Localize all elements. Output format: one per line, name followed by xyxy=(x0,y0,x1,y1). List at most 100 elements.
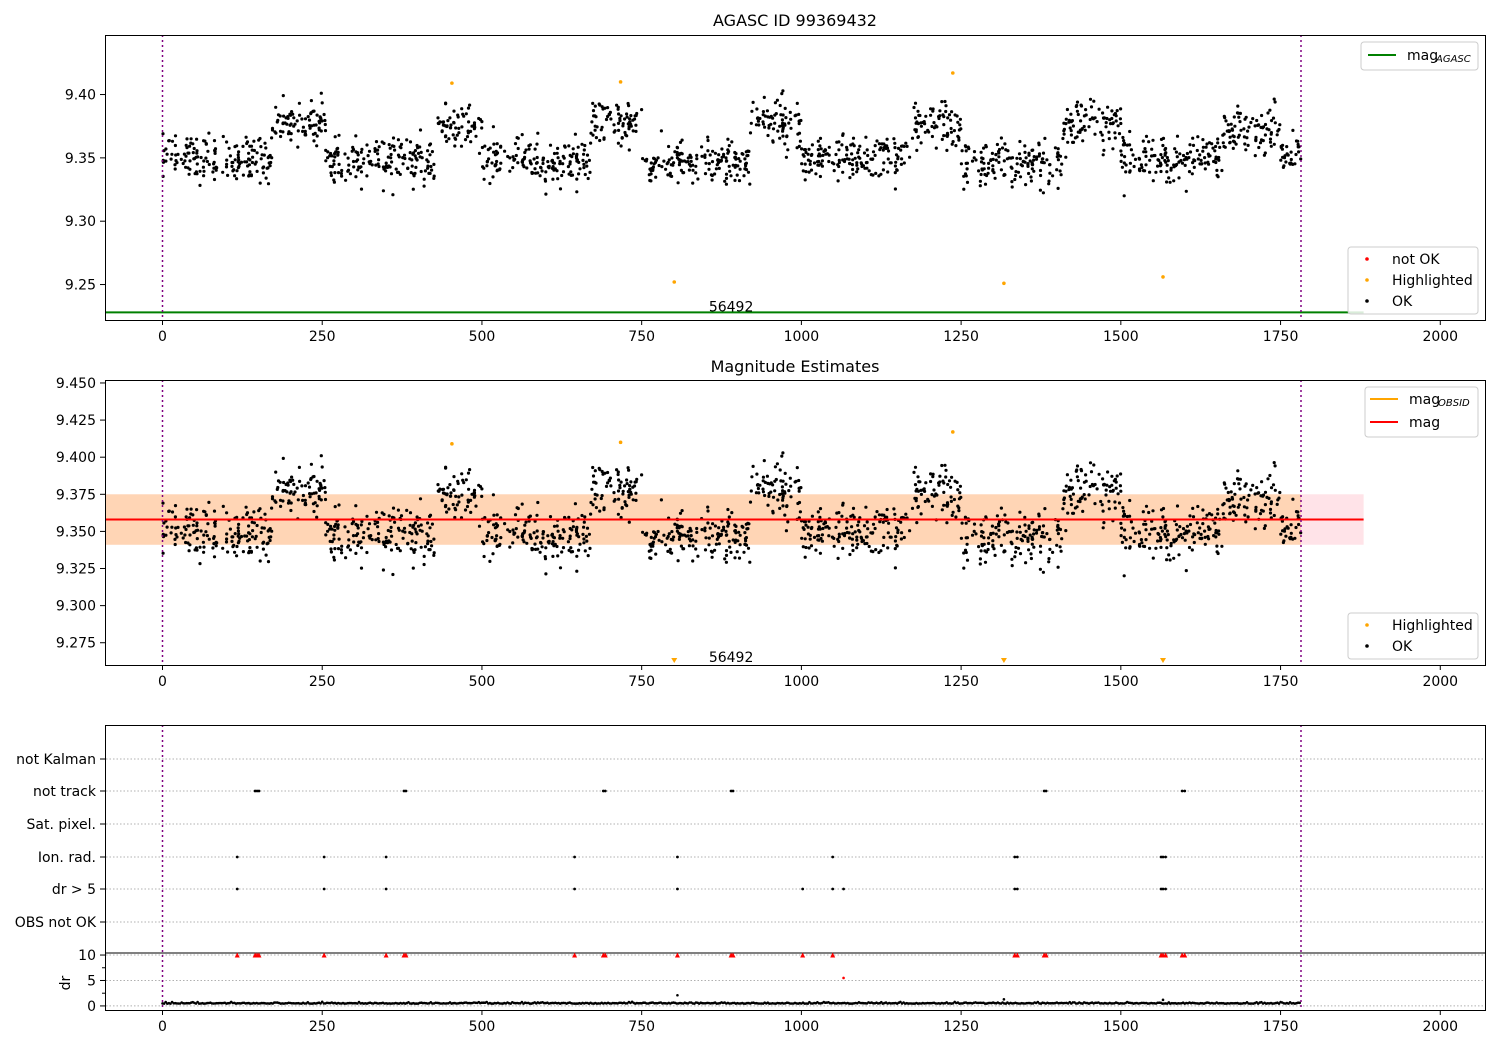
ok-point xyxy=(991,544,995,549)
ok-point xyxy=(965,558,970,562)
ok-point xyxy=(169,157,173,161)
ok-point xyxy=(546,160,550,164)
ok-point xyxy=(746,521,750,526)
ok-point xyxy=(902,535,906,540)
ok-point xyxy=(1124,163,1128,167)
ok-point xyxy=(1253,492,1257,496)
ok-point xyxy=(332,558,336,562)
ok-point xyxy=(426,149,430,153)
ok-point xyxy=(877,174,881,178)
ok-point xyxy=(751,100,755,104)
ok-point xyxy=(236,160,240,164)
ok-point xyxy=(482,554,486,559)
ok-point xyxy=(469,510,473,514)
ok-point xyxy=(778,124,782,128)
ok-point xyxy=(320,465,324,469)
ok-point xyxy=(520,502,524,506)
ok-point xyxy=(290,475,294,479)
ok-point xyxy=(818,174,823,179)
ok-point xyxy=(376,162,380,166)
ok-point xyxy=(511,541,515,545)
ok-point xyxy=(575,525,579,530)
ok-point xyxy=(1018,139,1022,144)
ok-point xyxy=(436,116,440,120)
x-tick-label: 2000 xyxy=(1422,329,1458,345)
ok-point xyxy=(1141,510,1145,514)
ok-point xyxy=(956,134,960,138)
ok-point xyxy=(1002,533,1006,537)
ok-point xyxy=(1203,529,1207,533)
ok-point xyxy=(1228,512,1232,516)
ok-point xyxy=(1108,122,1113,126)
panel1-frame xyxy=(105,35,1486,321)
ok-point xyxy=(289,122,293,126)
ok-point xyxy=(627,468,631,472)
ok-point xyxy=(1138,169,1142,173)
ok-point xyxy=(827,534,831,538)
ok-point xyxy=(333,528,337,532)
ok-point xyxy=(539,166,543,170)
ok-point xyxy=(441,487,445,492)
ok-point xyxy=(199,155,203,160)
ok-point xyxy=(746,149,750,153)
ok-point xyxy=(1230,127,1234,131)
ok-point xyxy=(419,169,423,174)
ok-point xyxy=(889,161,893,165)
ok-point xyxy=(1253,124,1257,128)
ok-point xyxy=(787,121,791,125)
ok-point xyxy=(1053,146,1057,150)
ok-point xyxy=(1129,520,1133,524)
ok-point xyxy=(296,129,300,133)
ok-point xyxy=(247,151,251,155)
ok-point xyxy=(1113,506,1117,510)
ok-point xyxy=(1296,514,1300,518)
ok-point xyxy=(979,172,983,177)
ok-point xyxy=(1018,510,1022,514)
flag-point xyxy=(255,789,259,793)
ok-point xyxy=(1121,135,1125,140)
ok-point xyxy=(748,182,752,186)
ok-point xyxy=(606,106,610,110)
ok-point xyxy=(1242,505,1246,509)
ok-point xyxy=(640,473,644,477)
ok-point xyxy=(270,126,275,130)
ok-point xyxy=(1268,507,1273,511)
ok-point xyxy=(1065,107,1069,112)
ok-point xyxy=(737,556,742,560)
ok-point xyxy=(250,160,254,165)
ok-point xyxy=(1256,491,1260,495)
ok-point xyxy=(755,472,759,476)
ok-point xyxy=(812,161,817,165)
ok-point xyxy=(695,153,699,157)
legend-label-sub-obsid: OBSID xyxy=(1438,398,1470,409)
ok-point xyxy=(281,121,285,125)
ok-point xyxy=(691,181,695,185)
ok-point xyxy=(1056,532,1060,536)
ok-point xyxy=(956,504,960,508)
ok-point xyxy=(308,126,312,130)
ok-point xyxy=(1191,143,1196,147)
ok-point xyxy=(195,151,199,155)
ok-point xyxy=(656,529,660,534)
ok-point xyxy=(528,159,532,163)
ok-point xyxy=(860,536,864,541)
ok-point xyxy=(707,162,711,166)
ok-point xyxy=(575,177,579,181)
ok-point xyxy=(616,121,621,125)
ok-point xyxy=(881,543,886,548)
ok-point xyxy=(237,164,241,168)
ok-point xyxy=(733,540,737,545)
ok-point xyxy=(472,488,477,492)
ok-point xyxy=(885,146,889,150)
ok-point xyxy=(278,498,283,502)
ok-point xyxy=(1131,153,1135,157)
ok-point xyxy=(855,546,859,550)
ok-point xyxy=(1048,171,1052,175)
ok-point xyxy=(555,544,559,549)
ok-point xyxy=(919,488,923,492)
ok-point xyxy=(1278,490,1282,495)
ok-point xyxy=(771,495,776,499)
ok-point xyxy=(931,107,935,111)
ok-point xyxy=(850,152,854,156)
ok-point xyxy=(356,526,360,530)
